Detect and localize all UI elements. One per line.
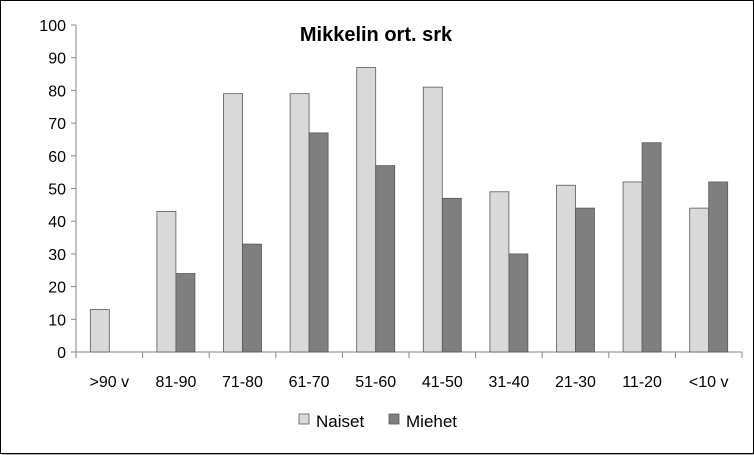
- bar-naiset-7: [556, 184, 576, 353]
- y-tick-label: 40: [48, 214, 66, 231]
- y-tick-label: 20: [48, 280, 66, 297]
- bar-miehet-3: [308, 132, 329, 353]
- y-tick-label: 70: [48, 116, 66, 133]
- bar-miehet-1: [175, 273, 196, 353]
- chart-title: Mikkelin ort. srk: [300, 24, 453, 46]
- legend-swatch-miehet: [388, 413, 400, 425]
- bar-naiset-8: [622, 181, 643, 353]
- bar-miehet-5: [441, 197, 462, 353]
- bar-naiset-4: [356, 67, 377, 353]
- bar-miehet-9: [708, 181, 729, 353]
- x-tick-label: 41-50: [422, 374, 463, 391]
- x-tick-label: <10 v: [689, 374, 729, 391]
- bar-naiset-2: [223, 93, 243, 353]
- x-tick-label: 31-40: [488, 374, 529, 391]
- chart-bars: [89, 67, 729, 353]
- y-tick-label: 10: [48, 312, 66, 329]
- bar-miehet-2: [242, 243, 262, 353]
- bar-naiset-6: [489, 191, 510, 353]
- chart-axes: 0 10 20 30 40 50 60 70 80 90 100 >90 v 81-90 71-80 61-…: [39, 18, 743, 391]
- x-tick-label: >90 v: [90, 374, 130, 391]
- y-tick-label: 50: [48, 182, 66, 199]
- y-tick-label: 90: [48, 51, 66, 68]
- chart-legend: Naiset Miehet: [298, 412, 457, 431]
- bar-naiset-9: [689, 207, 710, 353]
- x-tick-label: 71-80: [222, 374, 263, 391]
- x-tick-label: 51-60: [355, 374, 396, 391]
- bar-miehet-7: [575, 207, 595, 353]
- x-tick-label: 61-70: [289, 374, 330, 391]
- y-tick-label: 100: [39, 18, 66, 35]
- bar-miehet-8: [641, 142, 662, 353]
- legend-label-naiset: Naiset: [316, 412, 364, 431]
- bar-naiset-5: [422, 86, 443, 353]
- bar-miehet-4: [375, 165, 396, 353]
- x-tick-label: 21-30: [555, 374, 596, 391]
- y-tick-label: 0: [57, 345, 66, 362]
- y-tick-label: 80: [48, 83, 66, 100]
- legend-label-miehet: Miehet: [406, 412, 457, 431]
- x-tick-label: 81-90: [155, 374, 196, 391]
- bar-naiset-3: [289, 93, 310, 353]
- bar-naiset-1: [156, 210, 177, 353]
- bar-miehet-6: [508, 253, 529, 353]
- y-tick-label: 60: [48, 149, 66, 166]
- y-tick-label: 30: [48, 247, 66, 264]
- legend-swatch-naiset: [298, 413, 310, 425]
- bar-naiset-0: [89, 309, 110, 353]
- x-tick-label: 11-20: [622, 374, 662, 391]
